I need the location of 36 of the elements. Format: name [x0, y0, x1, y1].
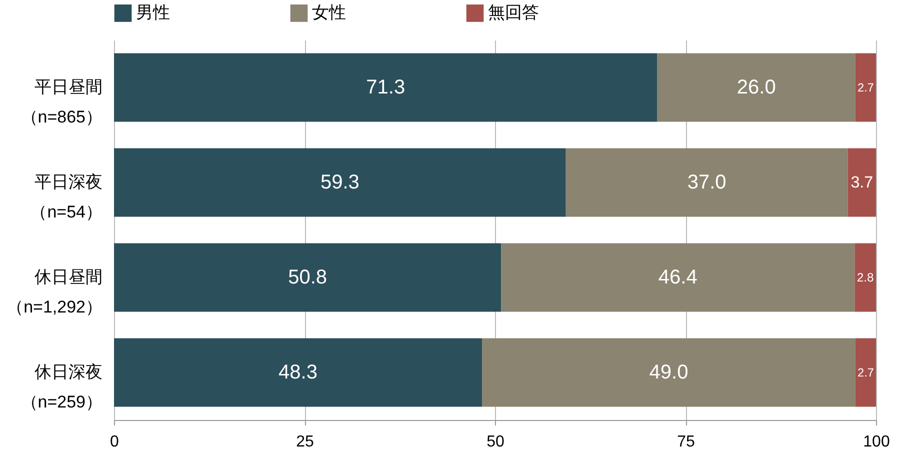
x-tick-label: 50 — [486, 434, 504, 450]
bar — [114, 53, 658, 122]
bar — [855, 338, 876, 407]
bar — [855, 53, 876, 122]
x-tick-label: 0 — [110, 434, 120, 450]
bar — [566, 148, 848, 217]
bar — [114, 338, 482, 407]
bar — [501, 243, 855, 312]
data-label: 50.8 — [288, 266, 328, 288]
data-label: 2.7 — [858, 366, 874, 380]
y-tick-label: 平日深夜（n=54） — [30, 172, 102, 222]
y-tick-label: 休日深夜（n=259） — [20, 362, 102, 412]
y-tick-label: 休日昼間（n=1,292） — [6, 268, 102, 316]
y-tick-label: 平日昼間（n=865） — [20, 78, 102, 126]
bar — [114, 148, 566, 217]
bar — [114, 243, 502, 312]
data-label: 3.7 — [850, 174, 874, 192]
data-label: 2.7 — [858, 82, 874, 94]
data-label: 26.0 — [736, 76, 776, 98]
data-label: 48.3 — [278, 362, 318, 384]
x-tick-label: 25 — [296, 434, 314, 450]
data-label: 49.0 — [649, 362, 688, 384]
bar — [854, 243, 876, 312]
data-label: 59.3 — [320, 172, 360, 194]
legend-label: 男性 — [136, 3, 170, 22]
bar — [657, 53, 856, 122]
data-label: 2.8 — [856, 270, 874, 284]
bar — [482, 338, 856, 407]
x-tick-label: 75 — [677, 434, 695, 450]
data-label: 37.0 — [687, 172, 726, 194]
legend-label: 無回答 — [488, 3, 539, 22]
bar — [848, 148, 876, 217]
data-label: 46.4 — [658, 266, 698, 288]
data-label: 71.3 — [366, 76, 406, 98]
legend-label: 女性 — [312, 3, 346, 22]
x-tick-label: 100 — [863, 434, 890, 450]
